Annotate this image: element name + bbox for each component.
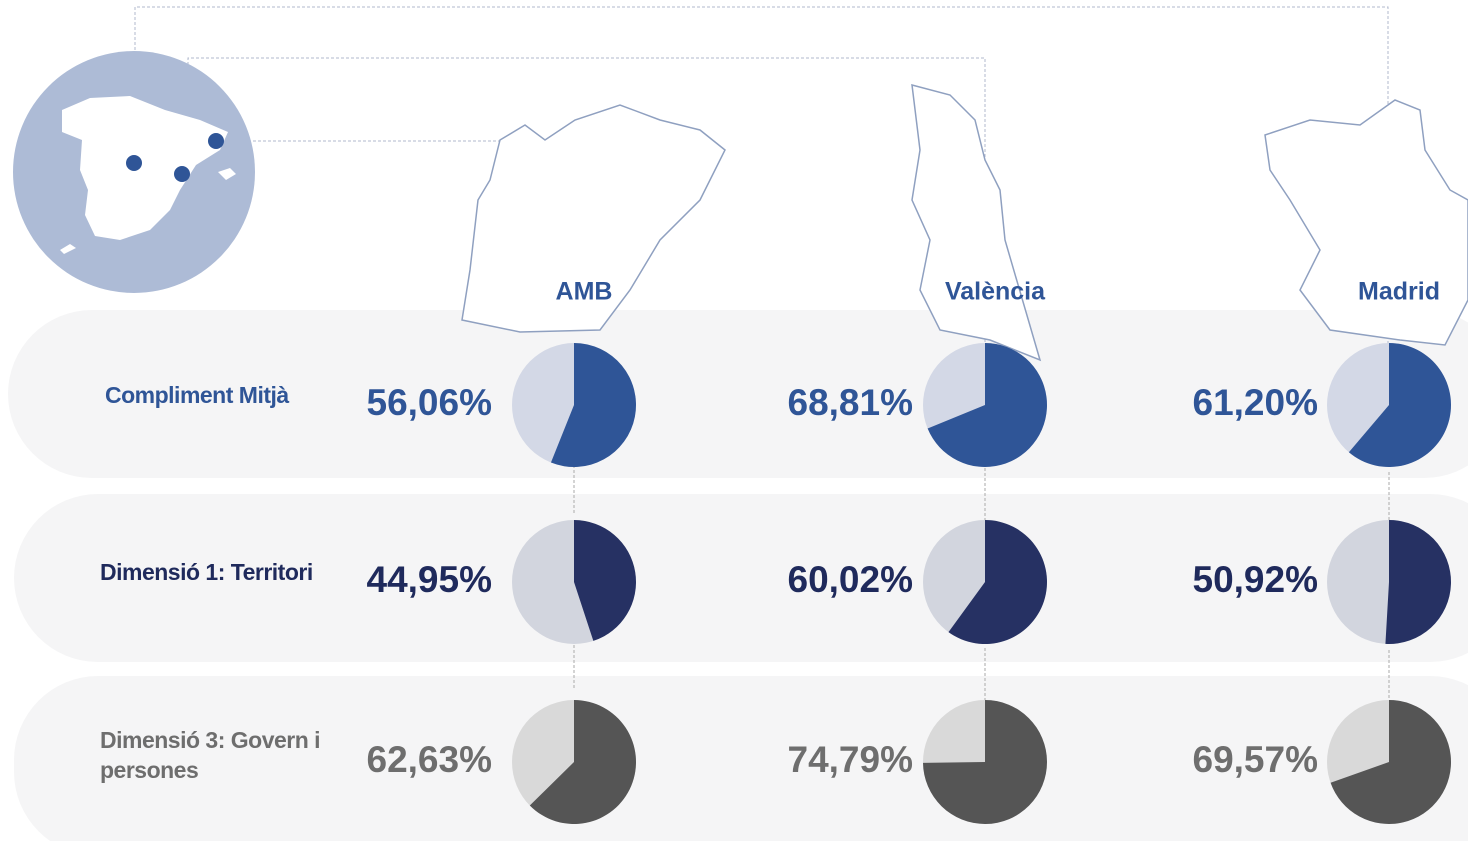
pie-slice (550, 343, 637, 467)
city-label: València (945, 278, 1046, 306)
value-label: 69,57% (1193, 739, 1319, 780)
pie-slice (927, 343, 1047, 467)
valencia-map (911, 83, 1042, 362)
value-label: 68,81% (788, 382, 914, 423)
city-maps (461, 83, 1468, 362)
city-dot (208, 133, 224, 149)
pie-slice (1348, 343, 1451, 467)
row-background (14, 676, 1468, 841)
pie-slice (1330, 700, 1451, 824)
row-backgrounds (8, 310, 1468, 841)
pie-slice (574, 520, 636, 641)
city-label: Madrid (1358, 278, 1440, 306)
pie-slice (923, 700, 1047, 824)
city-dot (174, 166, 190, 182)
pie-slice (948, 520, 1047, 644)
pie-slice (529, 700, 636, 824)
row-label: Dimensió 1: Territori (100, 559, 313, 585)
city-dot (126, 155, 142, 171)
spain-shape (62, 96, 228, 240)
value-label: 60,02% (788, 559, 914, 600)
value-label: 61,20% (1193, 382, 1319, 423)
row-label: Compliment Mitjà (105, 382, 289, 408)
row-background (8, 310, 1468, 478)
pie-slice (1385, 520, 1452, 644)
row-background (14, 494, 1468, 662)
value-label: 50,92% (1193, 559, 1319, 600)
madrid-map (1264, 99, 1468, 346)
value-label: 56,06% (367, 382, 493, 423)
value-label: 62,63% (367, 739, 493, 780)
spain-map (13, 51, 255, 293)
value-label: 74,79% (788, 739, 914, 780)
city-label: AMB (556, 278, 613, 306)
row-label: Dimensió 3: Govern i persones (100, 727, 321, 783)
value-label: 44,95% (367, 559, 493, 600)
connector (573, 465, 1390, 705)
amb-map (461, 104, 726, 333)
